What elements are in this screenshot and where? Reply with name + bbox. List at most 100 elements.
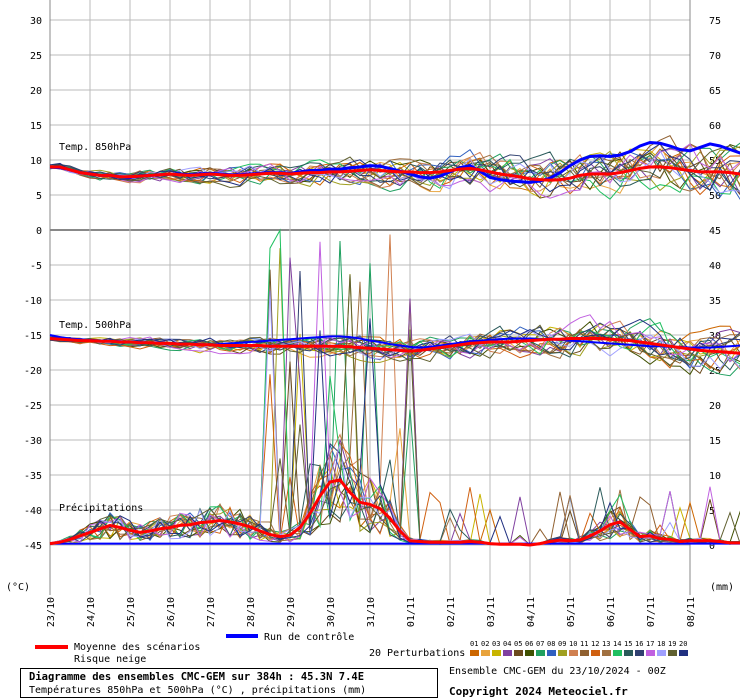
left-tick-label: -35 xyxy=(24,471,42,482)
right-tick-label: 65 xyxy=(709,86,721,97)
perturbation-line-t500 xyxy=(49,328,740,359)
x-tick-label: 28/10 xyxy=(246,597,257,627)
x-tick-label: 29/10 xyxy=(286,597,297,627)
perturbation-number: 01 xyxy=(470,640,478,648)
left-tick-label: -10 xyxy=(24,296,42,307)
perturbation-line-t850 xyxy=(49,154,740,192)
perturbation-number: 14 xyxy=(613,640,621,648)
right-tick-label: 40 xyxy=(709,261,721,272)
perturbation-line-t850 xyxy=(49,135,740,192)
perturbation-number: 03 xyxy=(492,640,500,648)
x-tick-label: 31/10 xyxy=(366,597,377,627)
chart-subtitle: Températures 850hPa et 500hPa (°C) , pré… xyxy=(29,685,367,696)
copyright: Copyright 2024 Meteociel.fr xyxy=(449,685,628,698)
perturbation-swatch xyxy=(481,650,490,656)
perturbation-number: 18 xyxy=(657,640,665,648)
chart-title: Diagramme des ensembles CMC-GEM sur 384h… xyxy=(29,671,365,683)
left-tick-label: -45 xyxy=(24,541,42,552)
perturbation-swatch xyxy=(679,650,688,656)
panel-label-t500: Temp. 500hPa xyxy=(59,320,131,331)
perturbation-number: 04 xyxy=(503,640,511,648)
perturbation-number: 02 xyxy=(481,640,489,648)
main-series xyxy=(49,140,740,547)
perturbation-swatch xyxy=(470,650,479,656)
left-tick-label: 25 xyxy=(30,51,42,62)
left-tick-label: -5 xyxy=(30,261,42,272)
perturbation-swatch xyxy=(668,650,677,656)
x-tick-label: 23/10 xyxy=(46,597,57,627)
x-tick-label: 01/11 xyxy=(406,597,417,627)
right-tick-label: 70 xyxy=(709,51,721,62)
perturbation-number: 16 xyxy=(635,640,643,648)
left-tick-label: 0 xyxy=(36,226,42,237)
perturbation-swatch xyxy=(514,650,523,656)
perturbation-number: 12 xyxy=(591,640,599,648)
right-tick-label: 45 xyxy=(709,226,721,237)
x-tick-label: 07/11 xyxy=(646,597,657,627)
perturbation-number: 15 xyxy=(624,640,632,648)
perturbation-number: 19 xyxy=(668,640,676,648)
perturbation-swatch xyxy=(591,650,600,656)
mean-line-t850 xyxy=(50,165,740,182)
x-axis-ticks: 23/10 24/10 25/10 26/10 27/10 28/10 29/10 30/10… xyxy=(46,597,697,627)
right-tick-label: 60 xyxy=(709,121,721,132)
perturbation-number: 09 xyxy=(558,640,566,648)
perturbation-line-t500 xyxy=(49,328,740,360)
right-tick-label: 35 xyxy=(709,296,721,307)
perturbation-number: 10 xyxy=(569,640,577,648)
right-tick-label: 5 xyxy=(709,506,715,517)
perturbation-swatch xyxy=(580,650,589,656)
perturbation-swatch xyxy=(503,650,512,656)
right-axis-unit: (mm) xyxy=(710,582,734,593)
mean-line-precip xyxy=(49,478,740,547)
perturbation-line-t500 xyxy=(49,314,740,363)
x-tick-label: 03/11 xyxy=(486,597,497,627)
perturbation-line-t500 xyxy=(49,324,740,366)
legend-snow-label: Risque neige xyxy=(74,654,146,665)
legend-perturbations-label: 20 Perturbations xyxy=(369,648,465,659)
x-tick-label: 25/10 xyxy=(126,597,137,627)
perturbation-swatch xyxy=(624,650,633,656)
x-tick-label: 06/11 xyxy=(606,597,617,627)
perturbation-line-t850 xyxy=(49,151,740,199)
left-tick-label: 5 xyxy=(36,191,42,202)
perturbation-number: 20 xyxy=(679,640,687,648)
left-tick-label: 15 xyxy=(30,121,42,132)
x-tick-label: 05/11 xyxy=(566,597,577,627)
right-tick-label: 0 xyxy=(709,541,715,552)
right-tick-label: 10 xyxy=(709,471,721,482)
perturbation-swatch xyxy=(547,650,556,656)
x-tick-label: 08/11 xyxy=(686,597,697,627)
right-tick-label: 15 xyxy=(709,436,721,447)
perturbation-line-t500 xyxy=(49,323,740,363)
left-tick-label: -15 xyxy=(24,331,42,342)
left-tick-label: -25 xyxy=(24,401,42,412)
perturbation-line-t850 xyxy=(49,148,740,199)
right-tick-label: 50 xyxy=(709,191,721,202)
x-tick-label: 26/10 xyxy=(166,597,177,627)
panel-label-precip: Précipitations xyxy=(59,502,143,514)
perturbation-swatch xyxy=(569,650,578,656)
legend-control-label: Run de contrôle xyxy=(264,631,354,643)
perturbation-number: 17 xyxy=(646,640,654,648)
mean-line-t500 xyxy=(49,337,740,355)
x-tick-label: 30/10 xyxy=(326,597,337,627)
left-tick-label: -40 xyxy=(24,506,42,517)
perturbation-swatch xyxy=(602,650,611,656)
perturbation-line-t500 xyxy=(49,318,740,357)
x-tick-label: 27/10 xyxy=(206,597,217,627)
run-info: Ensemble CMC-GEM du 23/10/2024 - 00Z xyxy=(449,666,666,677)
legend-mean-label: Moyenne des scénarios xyxy=(74,641,200,653)
right-tick-label: 75 xyxy=(709,16,721,27)
perturbation-number: 07 xyxy=(536,640,544,648)
panel-label-t850: Temp. 850hPa xyxy=(59,142,131,153)
perturbation-swatch xyxy=(558,650,567,656)
perturbation-number: 05 xyxy=(514,640,522,648)
x-tick-label: 24/10 xyxy=(86,597,97,627)
left-tick-label: 10 xyxy=(30,156,42,167)
perturbation-swatch xyxy=(635,650,644,656)
x-tick-label: 04/11 xyxy=(526,597,537,627)
perturbation-swatch xyxy=(492,650,501,656)
right-tick-label: 25 xyxy=(709,366,721,377)
left-tick-label: -20 xyxy=(24,366,42,377)
